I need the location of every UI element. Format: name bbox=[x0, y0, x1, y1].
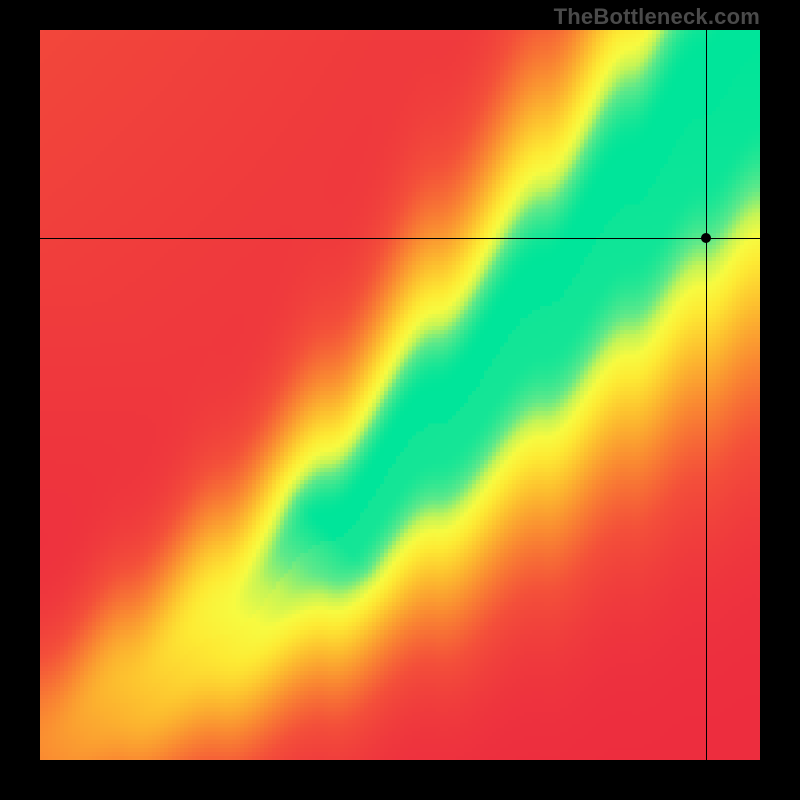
bottleneck-heatmap bbox=[40, 30, 760, 760]
crosshair-dot bbox=[701, 233, 711, 243]
watermark-text: TheBottleneck.com bbox=[554, 4, 760, 30]
crosshair-horizontal bbox=[40, 238, 760, 239]
crosshair-vertical bbox=[706, 30, 707, 760]
chart-container: TheBottleneck.com bbox=[0, 0, 800, 800]
